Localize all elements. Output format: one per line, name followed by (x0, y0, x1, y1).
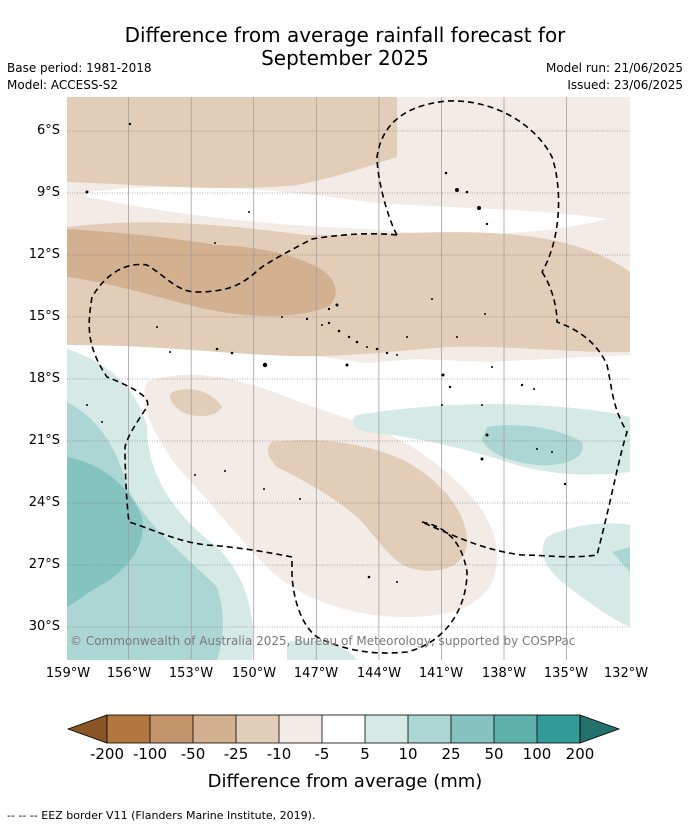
colorbar-bin--5-5 (322, 715, 365, 743)
colorbar-label-200: 200 (565, 745, 595, 763)
colorbar-bin--10--5 (279, 715, 322, 743)
meta-left: Base period: 1981-2018 Model: ACCESS-S2 (7, 60, 152, 94)
lat-label-9s: 9°S (36, 185, 60, 200)
colorbar-bin--200--100 (107, 715, 150, 743)
colorbar-bin--50--25 (193, 715, 236, 743)
lat-label-12s: 12°S (28, 247, 60, 262)
title-line-2: September 2025 (261, 46, 429, 70)
colorbar-label--50: -50 (180, 745, 206, 763)
anomaly-region-mid-teal-west (67, 457, 143, 607)
lat-label-27s: 27°S (28, 557, 60, 572)
lon-label-150w: 150°W (231, 666, 277, 681)
colorbar-extend-high (579, 714, 621, 744)
colorbar-bin-100-200 (537, 715, 580, 743)
colorbar-label--25: -25 (223, 745, 249, 763)
eez-border-cook-islands (88, 232, 468, 654)
colorbar (66, 714, 621, 744)
anomaly-region-tan-south (267, 440, 467, 571)
colorbar-label-10: 10 (398, 745, 418, 763)
colorbar-label-50: 50 (484, 745, 504, 763)
copyright-credit: © Commonwealth of Australia 2025, Bureau… (70, 634, 576, 648)
colorbar-label--100: -100 (132, 745, 168, 763)
colorbar-title: Difference from average (mm) (207, 771, 483, 792)
model-name: Model: ACCESS-S2 (7, 78, 119, 92)
meta-right: Model run: 21/06/2025 Issued: 23/06/2025 (546, 60, 683, 94)
anomaly-region-neutral-9s (87, 186, 607, 235)
lat-label-24s: 24°S (28, 495, 60, 510)
anomaly-region-light-teal-southeast (542, 523, 630, 627)
colorbar-bin-25-50 (451, 715, 494, 743)
anomaly-region-tan-top (67, 97, 397, 189)
eez-footnote: -- -- -- EEZ border V11 (Flanders Marine… (7, 809, 316, 822)
colorbar-extend-low (66, 714, 108, 744)
lon-label-135w: 135°W (543, 666, 589, 681)
anomaly-region-teal-southeast (612, 547, 630, 572)
lat-label-15s: 15°S (28, 309, 60, 324)
eez-border-french-polynesia (421, 271, 628, 558)
title-line-1: Difference from average rainfall forecas… (124, 23, 566, 47)
issued-date: Issued: 23/06/2025 (567, 78, 683, 92)
lat-label-6s: 6°S (36, 123, 60, 138)
lat-label-30s: 30°S (28, 619, 60, 634)
eez-border-marquesas (376, 100, 560, 273)
colorbar-label--10: -10 (266, 745, 292, 763)
colorbar-bin-5-10 (365, 715, 408, 743)
lon-label-132w: 132°W (603, 666, 649, 681)
lon-label-156w: 156°W (106, 666, 152, 681)
colorbar-bin--25--10 (236, 715, 279, 743)
lat-label-18s: 18°S (28, 371, 60, 386)
lon-label-159w: 159°W (45, 666, 91, 681)
colorbar-label-100: 100 (522, 745, 552, 763)
eez-borders (88, 100, 628, 654)
lon-label-153w: 153°W (168, 666, 214, 681)
graticule (128, 97, 568, 660)
base-period: Base period: 1981-2018 (7, 61, 152, 75)
rainfall-map: © Commonwealth of Australia 2025, Bureau… (67, 97, 630, 660)
lon-label-147w: 147°W (293, 666, 339, 681)
lon-label-141w: 141°W (418, 666, 464, 681)
colorbar-label-25: 25 (441, 745, 461, 763)
model-run: Model run: 21/06/2025 (545, 61, 683, 75)
colorbar-label-5: 5 (360, 745, 370, 763)
anomaly-region-teal-east (482, 425, 583, 466)
colorbar-label--200: -200 (89, 745, 125, 763)
anomaly-region-darker-tan (67, 229, 336, 316)
colorbar-bin-50-100 (494, 715, 537, 743)
colorbar-bin-10-25 (408, 715, 451, 743)
colorbar-bin--100--50 (150, 715, 193, 743)
lon-label-144w: 144°W (356, 666, 402, 681)
islands (85, 122, 567, 583)
anomaly-region-teal-west (67, 402, 223, 660)
lon-label-138w: 138°W (481, 666, 527, 681)
lat-label-21s: 21°S (28, 433, 60, 448)
anomaly-region-tan-blob-west (170, 389, 222, 417)
anomaly-region-light-teal-south (287, 640, 357, 660)
map-title: Difference from average rainfall forecas… (0, 24, 690, 70)
colorbar-label--5: -5 (314, 745, 330, 763)
